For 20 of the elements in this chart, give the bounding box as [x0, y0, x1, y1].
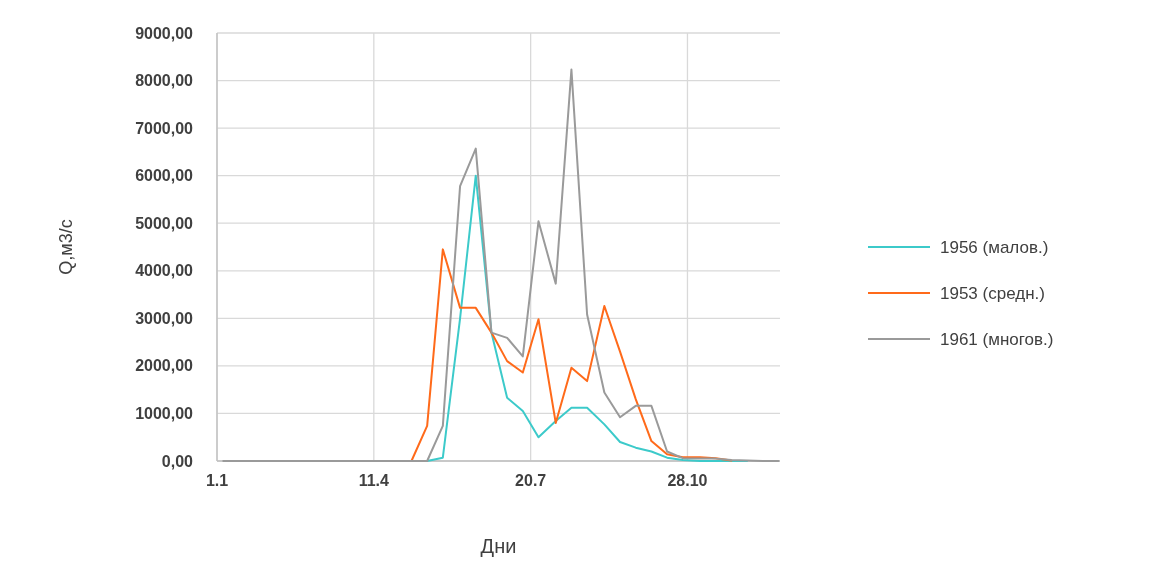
y-tick-label: 8000,00: [135, 72, 194, 90]
y-tick-label: 9000,00: [135, 24, 194, 42]
legend-label: 1953 (средн.): [940, 283, 1045, 303]
y-tick-label: 4000,00: [135, 262, 194, 280]
y-tick-label: 0,00: [161, 452, 194, 470]
x-axis-title: Дни: [480, 535, 517, 557]
y-tick-label: 7000,00: [135, 119, 194, 137]
y-tick-label: 1000,00: [135, 405, 194, 423]
y-axis-title: Q,м3/с: [56, 219, 76, 275]
y-tick-label: 6000,00: [135, 167, 194, 185]
x-tick-label: 20.7: [515, 472, 547, 489]
x-tick-label: 11.4: [358, 472, 390, 489]
y-tick-label: 3000,00: [135, 309, 194, 327]
line-series: [222, 68, 780, 462]
y-tick-label: 5000,00: [135, 214, 194, 232]
x-tick-label: 28.10: [667, 472, 708, 489]
legend-label: 1956 (малов.): [940, 237, 1049, 257]
legend-label: 1961 (многов.): [940, 329, 1054, 349]
x-tick-label: 1.1: [205, 472, 229, 489]
y-tick-label: 2000,00: [135, 357, 194, 375]
